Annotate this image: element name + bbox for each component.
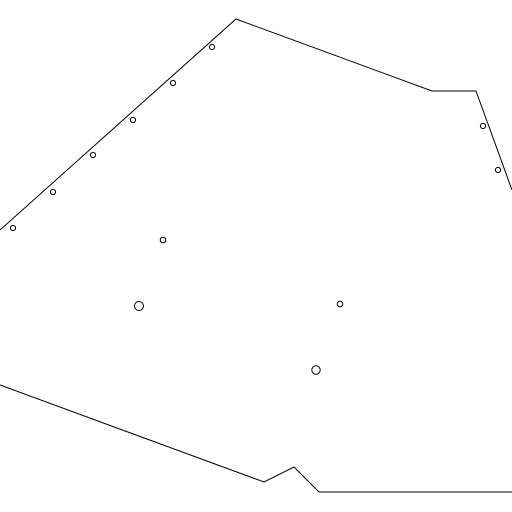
boundary-outline-lower: [0, 384, 512, 493]
edge-marker: [494, 166, 502, 174]
edge-marker: [479, 122, 487, 130]
interior-marker-large: [311, 365, 321, 375]
edge-marker: [9, 224, 17, 232]
interior-marker-large: [134, 301, 144, 311]
edge-marker: [49, 188, 57, 196]
edge-marker: [208, 43, 216, 51]
edge-marker: [169, 79, 177, 87]
edge-marker: [129, 116, 137, 124]
interior-marker: [159, 236, 167, 244]
boundary-outline: [0, 18, 512, 231]
interior-marker: [336, 300, 344, 308]
edge-marker: [89, 151, 97, 159]
